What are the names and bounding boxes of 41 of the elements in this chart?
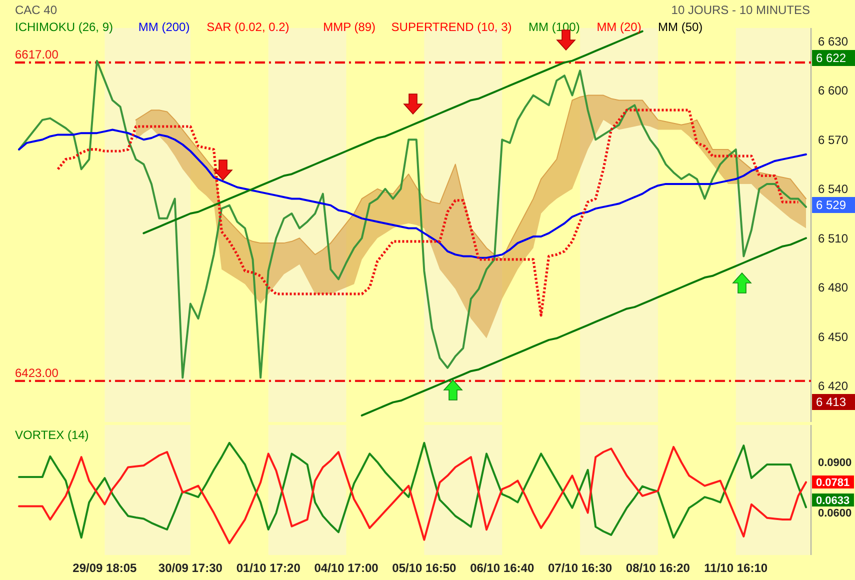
- annotation: MM (200): [138, 20, 190, 34]
- x-tick-label: 08/10 16:20: [626, 561, 690, 575]
- y-tick-label: 6 540: [818, 182, 848, 196]
- annotation: SAR (0.02, 0.2): [206, 20, 290, 34]
- line-series: [135, 94, 806, 260]
- line-series: [360, 237, 807, 416]
- text: 6 413: [816, 395, 846, 410]
- annotation: ICHIMOKU (26, 9): [15, 20, 114, 34]
- annotation: MM (100): [528, 20, 580, 34]
- ref-line-label: 6617.00: [15, 47, 59, 62]
- y-tick-label: 6 420: [818, 379, 848, 394]
- chart-subtitle: 10 JOURS - 10 MINUTES: [671, 3, 810, 17]
- x-tick-label: 30/09 17:30: [158, 561, 223, 575]
- x-tick-label: 07/10 16:30: [548, 561, 612, 575]
- x-tick-label: 06/10 16:40: [470, 561, 534, 575]
- text: 0.0633: [816, 494, 850, 507]
- line-series: [18, 128, 807, 259]
- chart-title: VORTEX (14): [15, 428, 89, 442]
- y-tick-label: 6 570: [818, 132, 848, 147]
- annotation: MM (20): [596, 20, 642, 34]
- text: 6 622: [816, 51, 846, 66]
- y-tick-label: 6 600: [818, 84, 848, 98]
- annotation: SUPERTREND (10, 3): [391, 20, 512, 34]
- chart-title: CAC 40: [15, 3, 58, 17]
- x-tick-label: 11/10 16:10: [704, 561, 768, 575]
- line-series: [56, 108, 800, 317]
- y-tick-label: 6 630: [818, 34, 848, 48]
- x-tick-label: 29/09 18:05: [72, 561, 138, 575]
- y-tick-label: 6 480: [818, 280, 848, 295]
- y-tick-label: 6 450: [818, 330, 848, 344]
- y-tick-label: 6 510: [818, 231, 848, 246]
- text: 0.0781: [816, 476, 850, 489]
- y-tick-label: 0.0900: [818, 456, 852, 469]
- annotation: MM (50): [658, 20, 703, 34]
- x-tick-label: 01/10 17:20: [236, 561, 301, 575]
- x-tick-label: 05/10 16:50: [392, 561, 457, 575]
- annotation: MMP (89): [323, 20, 376, 34]
- ref-line-label: 6423.00: [15, 366, 59, 380]
- x-tick-label: 04/10 17:00: [314, 561, 379, 575]
- y-tick-label: 0.0600: [818, 508, 852, 520]
- text: 6 529: [816, 198, 846, 212]
